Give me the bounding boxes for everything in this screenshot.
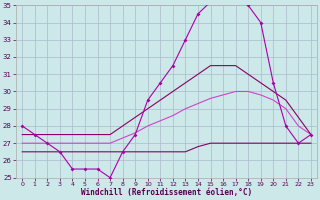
X-axis label: Windchill (Refroidissement éolien,°C): Windchill (Refroidissement éolien,°C): [81, 188, 252, 197]
